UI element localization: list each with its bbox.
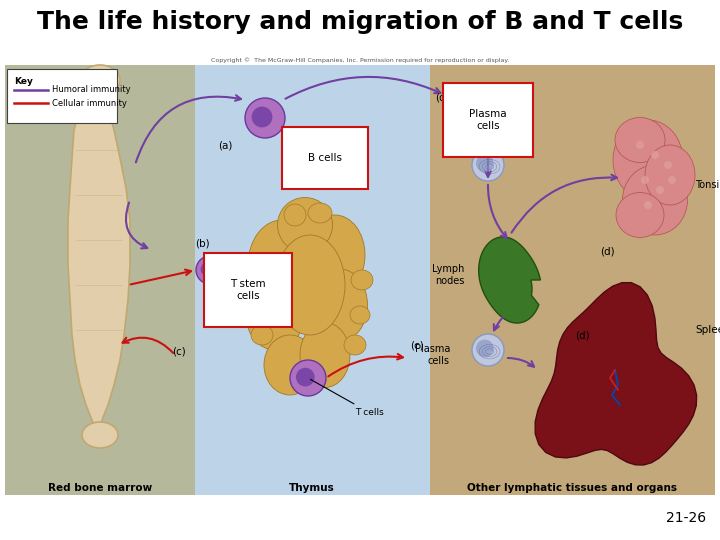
Circle shape (636, 141, 644, 149)
Circle shape (641, 176, 649, 184)
Polygon shape (479, 237, 541, 323)
Text: Plasma
cells: Plasma cells (469, 109, 507, 131)
Ellipse shape (264, 335, 316, 395)
Ellipse shape (312, 269, 367, 341)
Ellipse shape (284, 204, 306, 226)
Text: T cells: T cells (310, 380, 384, 417)
Circle shape (201, 262, 215, 276)
Ellipse shape (645, 145, 695, 205)
Ellipse shape (277, 198, 333, 253)
Ellipse shape (275, 235, 345, 335)
Text: Copyright ©  The McGraw-Hill Companies, Inc. Permission required for reproductio: Copyright © The McGraw-Hill Companies, I… (211, 57, 509, 63)
Text: Red bone marrow: Red bone marrow (48, 483, 152, 493)
Circle shape (656, 186, 664, 194)
Ellipse shape (351, 270, 373, 290)
Ellipse shape (82, 422, 118, 448)
Text: (c): (c) (410, 340, 424, 350)
Text: (d): (d) (600, 247, 615, 257)
Circle shape (245, 98, 285, 138)
Bar (195, 65, 430, 495)
Ellipse shape (244, 265, 266, 285)
Text: Lymph
nodes: Lymph nodes (431, 264, 464, 286)
Circle shape (651, 151, 659, 159)
Text: 21-26: 21-26 (666, 511, 706, 525)
Ellipse shape (300, 322, 350, 388)
Ellipse shape (248, 220, 316, 310)
Ellipse shape (308, 203, 332, 223)
Bar (430, 65, 715, 495)
Circle shape (290, 360, 326, 396)
Text: (d): (d) (575, 330, 590, 340)
Text: Humoral immunity: Humoral immunity (52, 85, 130, 94)
Ellipse shape (246, 280, 304, 350)
Text: T stem
cells: T stem cells (230, 279, 266, 301)
Ellipse shape (623, 165, 688, 235)
Text: Tonsils: Tonsils (695, 180, 720, 190)
Polygon shape (68, 80, 130, 435)
Circle shape (472, 334, 504, 366)
Text: Key: Key (14, 77, 33, 86)
Ellipse shape (350, 306, 370, 324)
Polygon shape (535, 282, 697, 465)
Text: (d): (d) (435, 92, 449, 102)
Text: Spleen: Spleen (695, 325, 720, 335)
Ellipse shape (80, 65, 120, 95)
Circle shape (476, 340, 494, 357)
Circle shape (296, 368, 315, 387)
Text: Other lymphatic tissues and organs: Other lymphatic tissues and organs (467, 483, 677, 493)
Circle shape (251, 106, 272, 127)
Ellipse shape (616, 192, 664, 238)
Ellipse shape (305, 215, 365, 295)
Circle shape (644, 201, 652, 209)
Ellipse shape (250, 296, 270, 314)
Ellipse shape (251, 325, 273, 345)
Ellipse shape (615, 118, 665, 163)
Circle shape (664, 161, 672, 169)
Text: Cellular immunity: Cellular immunity (52, 98, 127, 107)
Text: (c): (c) (172, 347, 186, 357)
Circle shape (196, 256, 224, 284)
Ellipse shape (613, 120, 683, 200)
Circle shape (668, 176, 676, 184)
Text: Thymus: Thymus (289, 483, 335, 493)
Text: The life history and migration of B and T cells: The life history and migration of B and … (37, 10, 683, 34)
Circle shape (476, 154, 494, 172)
Circle shape (472, 149, 504, 181)
Text: (b): (b) (195, 239, 210, 249)
Ellipse shape (344, 335, 366, 355)
Text: Plasma
cells: Plasma cells (415, 344, 450, 366)
FancyBboxPatch shape (7, 69, 117, 123)
Text: B cells: B cells (308, 153, 342, 163)
Text: (a): (a) (218, 140, 233, 150)
Bar (5, 65, 195, 495)
